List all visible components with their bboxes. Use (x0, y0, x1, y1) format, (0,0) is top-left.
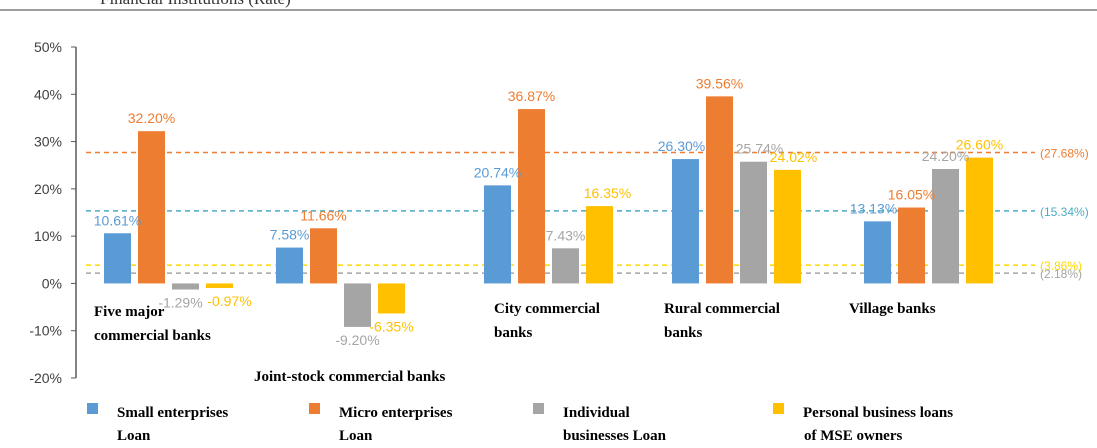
legend-label: businesses Loan (563, 428, 667, 444)
data-label: 36.87% (508, 88, 555, 104)
bar (966, 157, 993, 284)
data-label: 16.35% (584, 185, 631, 201)
data-label: 24.02% (770, 149, 817, 165)
category-label: Rural commercial (664, 301, 780, 317)
legend-swatch (773, 403, 784, 414)
legend-label: Individual (563, 405, 630, 421)
bar (104, 233, 131, 284)
bar (206, 283, 233, 289)
legend-label: of MSE owners (804, 428, 902, 444)
data-label: 26.30% (658, 138, 705, 154)
bar (310, 228, 337, 284)
bar (344, 283, 371, 327)
bar (672, 159, 699, 284)
data-label: 20.74% (474, 164, 521, 180)
bar (484, 185, 511, 284)
category-label: commercial banks (94, 328, 211, 344)
bar (774, 169, 801, 284)
bar (864, 221, 891, 284)
bar (586, 206, 613, 284)
bar (378, 283, 405, 314)
category-label: Village banks (849, 301, 936, 317)
data-label: 25.74% (736, 141, 783, 157)
legend-swatch (309, 403, 320, 414)
y-tick-label: 30% (34, 134, 62, 150)
legend-label: Micro enterprises (339, 405, 453, 421)
legend-swatch (87, 403, 98, 414)
legend-label: Small enterprises (117, 405, 228, 421)
bar (138, 131, 165, 284)
reference-line-label: (2.18%) (1040, 267, 1082, 281)
bar (276, 247, 303, 284)
data-label: 16.05% (888, 187, 935, 203)
data-label: -0.97% (207, 293, 251, 309)
data-label: 24.20% (922, 148, 969, 164)
category-label: banks (494, 325, 533, 341)
reference-line-label: (15.34%) (1040, 205, 1089, 219)
bar (552, 248, 579, 284)
data-label: 7.58% (270, 227, 310, 243)
y-tick-label: 40% (34, 86, 62, 102)
data-label: -6.35% (369, 318, 413, 334)
bar (740, 161, 767, 284)
y-tick-label: -10% (29, 323, 62, 339)
data-label: -9.20% (335, 332, 379, 348)
y-tick-label: 10% (34, 228, 62, 244)
legend-label: Loan (339, 428, 373, 444)
y-tick-label: 20% (34, 181, 62, 197)
legend-label: Personal business loans (803, 405, 953, 421)
category-label: banks (664, 325, 703, 341)
legend-swatch (533, 403, 544, 414)
bar (932, 168, 959, 284)
data-label: 32.20% (128, 110, 175, 126)
reference-line-label: (27.68%) (1040, 147, 1089, 161)
reference-line-label: (3.86%) (1040, 259, 1082, 273)
bar (172, 283, 199, 290)
bar (518, 109, 545, 284)
data-label: -1.29% (158, 295, 202, 311)
category-label: City commercial (494, 301, 600, 317)
y-tick-label: 0% (42, 275, 62, 291)
data-label: 7.43% (546, 227, 586, 243)
header-text: Financial Institutions (Rate) (100, 0, 291, 8)
category-label: Five major (94, 304, 165, 320)
data-label: 39.56% (696, 75, 743, 91)
y-tick-label: -20% (29, 370, 62, 386)
data-label: 11.66% (300, 207, 346, 223)
data-label: 10.61% (94, 212, 141, 228)
category-label: Joint-stock commercial banks (254, 369, 446, 385)
bar (898, 207, 925, 284)
data-label: 13.13% (850, 200, 897, 216)
y-tick-label: 50% (34, 39, 62, 55)
legend-label: Loan (117, 428, 151, 444)
bar (706, 96, 733, 284)
data-label: 26.60% (956, 137, 1003, 153)
